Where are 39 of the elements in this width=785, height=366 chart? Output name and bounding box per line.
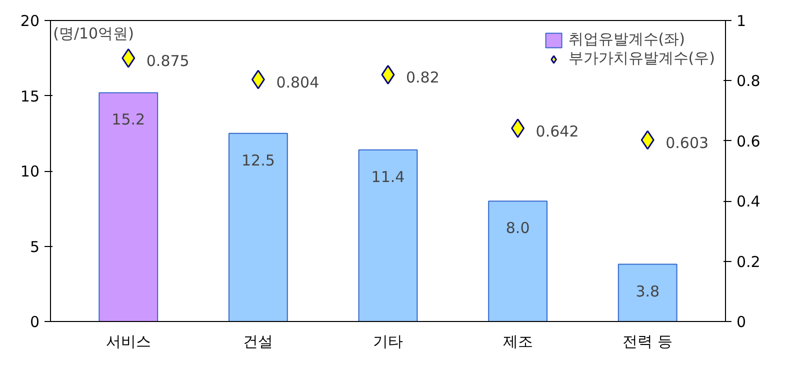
y2-tick-label: 0: [736, 313, 746, 331]
y-tick-label: 15: [20, 87, 40, 106]
bar: [618, 264, 678, 322]
bar: [228, 132, 288, 322]
point: [381, 64, 395, 84]
data-label: 11.4: [371, 168, 405, 186]
bar: [98, 92, 158, 322]
bar: [358, 149, 418, 322]
y-tick-label: 5: [30, 238, 40, 256]
data-label: 0.804: [276, 73, 320, 92]
data-label: 8.0: [506, 219, 530, 238]
data-label: 0.642: [536, 122, 579, 140]
legend-label: 부가가치유발계수(우): [568, 49, 715, 68]
y-axis-title: (명/10억원): [53, 24, 134, 42]
point: [122, 48, 136, 68]
data-label: 3.8: [636, 282, 660, 300]
data-label: 15.2: [112, 110, 146, 129]
data-label: 0.603: [666, 134, 709, 152]
data-label: 12.5: [241, 151, 275, 170]
y2-tick-label: 0.8: [736, 72, 760, 90]
y2-tick-label: 1: [736, 12, 746, 30]
point: [251, 70, 265, 90]
data-label: 0.875: [146, 52, 190, 70]
y-tick-label: 20: [20, 12, 40, 30]
point: [640, 130, 654, 150]
x-tick-label: 기타: [373, 332, 403, 350]
y2-tick-label: 0.6: [736, 132, 760, 150]
bar: [488, 200, 548, 322]
x-tick-label: 서비스: [106, 332, 151, 350]
data-label: 0.82: [406, 68, 440, 87]
point: [511, 118, 525, 138]
x-tick-label: 건설: [243, 332, 274, 350]
y-tick-label: 10: [20, 162, 40, 180]
legend-label: 취업유발계수(좌): [568, 30, 685, 49]
y-tick-label: 0: [30, 313, 40, 331]
x-tick-label: 전력 등: [622, 332, 673, 350]
x-tick-label: 제조: [502, 332, 533, 350]
y2-tick-label: 0.4: [736, 192, 760, 211]
y2-tick-label: 0.2: [736, 252, 760, 271]
